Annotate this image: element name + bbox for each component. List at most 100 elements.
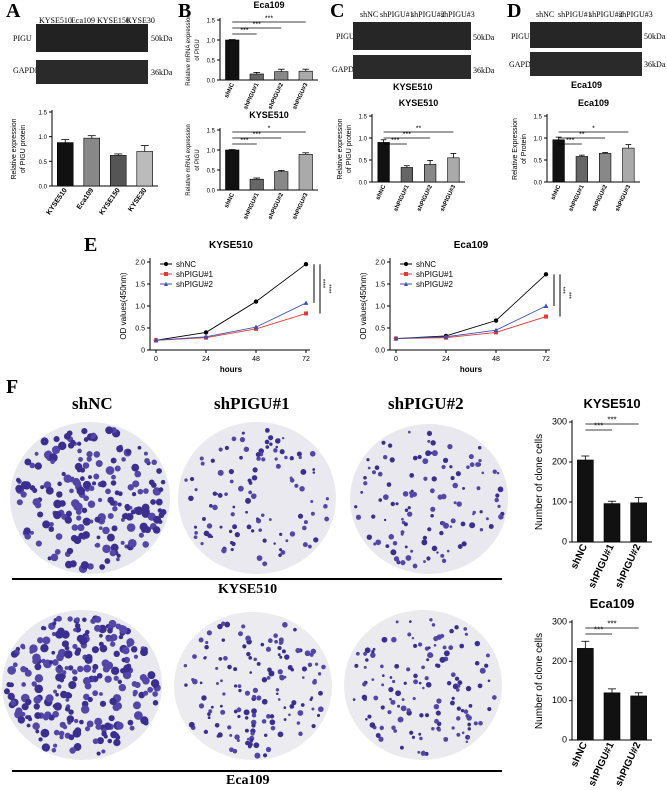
colony [214, 722, 220, 728]
colony [395, 502, 399, 506]
colony [234, 531, 240, 538]
colony [219, 525, 223, 529]
colony [401, 698, 405, 702]
colony [102, 526, 110, 535]
colony [391, 636, 397, 643]
bar [298, 154, 313, 191]
colony [256, 456, 261, 461]
panel-label-c: C [330, 0, 345, 22]
colony [313, 537, 319, 543]
colony [57, 441, 67, 451]
colony [363, 651, 368, 656]
colony [250, 731, 255, 736]
lane-label: shPIGU#3 [619, 10, 653, 19]
colony [123, 656, 131, 664]
colony [218, 656, 223, 661]
colony [411, 636, 415, 640]
legend-marker [404, 281, 408, 286]
colony [268, 435, 274, 441]
colony [497, 504, 501, 508]
colony [427, 527, 432, 532]
colony [450, 700, 455, 706]
significance-label: **** [319, 279, 325, 289]
colony [454, 676, 460, 681]
colony [57, 481, 62, 487]
colony [83, 495, 90, 502]
colony [230, 512, 235, 517]
data-point [493, 318, 499, 323]
lane-label: shNC [536, 10, 555, 19]
colony [102, 544, 111, 554]
colony [436, 551, 439, 554]
y-tick-label: 1.0 [534, 137, 543, 143]
x-tick-label: shNC [224, 82, 236, 99]
colony [61, 670, 67, 675]
colony [498, 514, 504, 520]
colony [443, 650, 450, 657]
colony [422, 686, 425, 690]
colony [79, 719, 84, 725]
y-tick-label: 2.0 [135, 260, 145, 267]
colony [231, 436, 237, 442]
y-tick-label: 0 [562, 735, 567, 745]
y-tick-label: 0.5 [375, 326, 385, 333]
colony [51, 650, 56, 655]
colony [442, 457, 449, 463]
colony [38, 737, 43, 742]
colony [40, 625, 46, 631]
x-tick-label: shNC [550, 184, 562, 201]
colony [55, 692, 59, 697]
colony [457, 680, 463, 686]
colony [82, 517, 91, 526]
colony [34, 462, 42, 470]
colony [101, 731, 107, 737]
colony [282, 622, 288, 628]
chart-title: Eca109 [454, 240, 489, 251]
colony-row-label: KYSE510 [218, 582, 278, 597]
colony [424, 676, 429, 681]
colony [246, 737, 250, 741]
colony [446, 680, 452, 686]
colony [40, 437, 49, 446]
colony [435, 663, 439, 668]
significance-label: *** [607, 416, 616, 425]
colony [232, 748, 238, 754]
colony [33, 695, 42, 704]
colony [400, 705, 407, 712]
legend-label: shPIGU#2 [416, 280, 453, 289]
colony [66, 692, 73, 699]
colony [47, 556, 52, 561]
colony [450, 672, 456, 678]
bar [575, 156, 588, 183]
colony [410, 549, 414, 553]
colony [108, 715, 115, 722]
colony [426, 658, 430, 662]
colony [321, 664, 326, 670]
colony [116, 722, 124, 730]
colony [465, 685, 472, 692]
colony [87, 500, 96, 508]
colony [94, 616, 102, 623]
colony [15, 707, 23, 715]
colony [72, 643, 78, 650]
colony [233, 684, 238, 688]
colony [45, 694, 54, 703]
colony [275, 438, 281, 444]
colony [20, 481, 29, 490]
colony-dish-image [344, 610, 502, 760]
colony [68, 680, 77, 690]
colony [288, 713, 291, 717]
colony [183, 663, 188, 668]
colony [256, 555, 263, 561]
colony [222, 692, 226, 696]
x-tick-label: shPIGU#1 [568, 184, 586, 213]
x-tick-label: 0 [154, 356, 158, 363]
colony [10, 699, 17, 706]
colony [405, 555, 412, 561]
series-line [395, 305, 547, 340]
colony [125, 506, 131, 512]
colony [84, 726, 91, 732]
colony [301, 676, 305, 679]
colony [391, 725, 396, 730]
colony [461, 731, 465, 735]
